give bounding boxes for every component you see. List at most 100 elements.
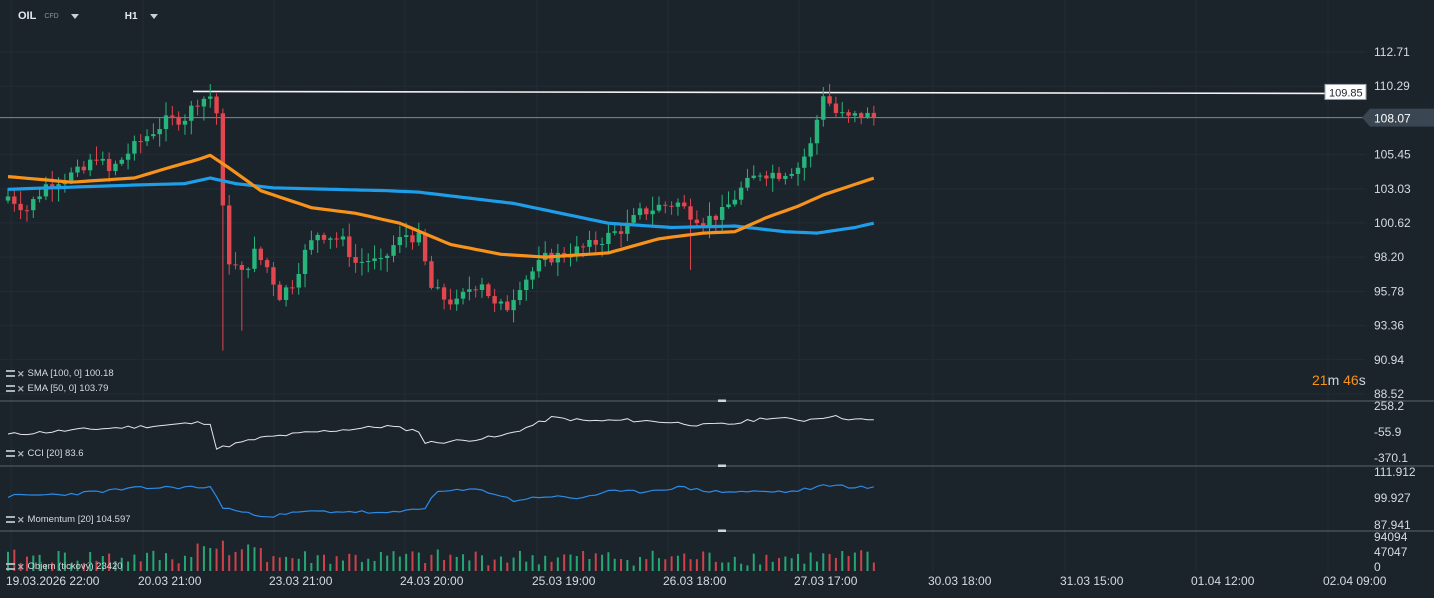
volume-bar xyxy=(209,547,212,571)
volume-bar xyxy=(114,561,117,571)
volume-bar xyxy=(714,561,717,571)
sma-line xyxy=(7,176,875,235)
legend-cci[interactable]: ✕ CCI [20] 83.6 xyxy=(6,448,84,459)
candlestick-series xyxy=(5,83,877,351)
candle-body xyxy=(422,232,428,262)
chart-toolbar: OIL CFD H1 xyxy=(18,10,158,22)
candle-body xyxy=(580,246,586,248)
volume-bar xyxy=(620,558,623,571)
volume-bar xyxy=(815,561,818,571)
list-icon[interactable] xyxy=(6,563,15,570)
candle-body xyxy=(587,239,592,247)
legend-sma[interactable]: ✕ SMA [100, 0] 100.18 xyxy=(6,368,114,379)
time-axis-label: 25.03 19:00 xyxy=(532,574,596,588)
candle-body xyxy=(119,159,124,164)
axis-labels: 19.03.2026 22:00 20.03 21:00 23.03 21:00 24… xyxy=(6,45,1416,588)
candle-body xyxy=(745,177,750,188)
candle-body xyxy=(726,204,731,208)
candle-body xyxy=(435,287,440,289)
volume-bar xyxy=(645,559,648,571)
timeframe-selector[interactable]: H1 xyxy=(124,10,138,22)
chevron-down-icon[interactable] xyxy=(70,13,79,19)
candle-body xyxy=(764,175,769,179)
volume-bar xyxy=(348,553,351,571)
cci-axis-label: -370.1 xyxy=(1374,451,1408,465)
candle-body xyxy=(410,235,415,243)
candle-body xyxy=(5,196,11,201)
close-icon[interactable]: ✕ xyxy=(17,383,25,394)
candle-body xyxy=(738,187,744,200)
volume-bar xyxy=(752,553,755,571)
volume-bar xyxy=(860,550,863,571)
candle-body xyxy=(233,264,238,266)
momentum-axis-label: 87.941 xyxy=(1374,518,1411,532)
legend-volume[interactable]: ✕ Objem (tickový) 23420 xyxy=(6,561,123,572)
volume-bar xyxy=(266,561,269,571)
volume-bar xyxy=(639,556,641,571)
volume-bar xyxy=(133,554,136,571)
candle-body xyxy=(245,268,251,270)
candle-body xyxy=(656,204,662,211)
legend-ema[interactable]: ✕ EMA [50, 0] 103.79 xyxy=(6,383,108,394)
volume-bar xyxy=(316,555,319,571)
volume-bar xyxy=(405,553,408,571)
volume-bar xyxy=(721,562,724,571)
candle-body xyxy=(492,296,497,304)
volume-bar xyxy=(228,555,231,571)
volume-bar xyxy=(411,551,414,571)
volume-bar xyxy=(392,551,395,571)
ema-label: EMA [50, 0] 103.79 xyxy=(27,383,109,394)
volume-bar xyxy=(63,552,66,571)
momentum-line xyxy=(7,484,874,518)
list-icon[interactable] xyxy=(6,450,15,457)
volume-bar xyxy=(632,565,635,571)
candle-body xyxy=(524,279,529,290)
symbol-selector[interactable]: OIL xyxy=(18,10,37,22)
list-icon[interactable] xyxy=(6,516,15,523)
volume-bar xyxy=(70,563,73,571)
candle-body xyxy=(441,287,447,300)
time-axis-label: 01.04 12:00 xyxy=(1191,574,1255,588)
volume-bar xyxy=(733,556,736,571)
volume-bar xyxy=(253,547,256,571)
volume-bar xyxy=(702,551,705,571)
close-icon[interactable]: ✕ xyxy=(17,514,25,525)
volume-bar xyxy=(544,555,547,571)
candle-body xyxy=(170,115,175,117)
candle-body xyxy=(264,260,270,268)
volume-bar xyxy=(537,564,540,571)
candle-body xyxy=(18,203,23,211)
close-icon[interactable]: ✕ xyxy=(17,448,25,459)
volume-bar xyxy=(499,556,502,571)
volume-bar xyxy=(7,551,9,571)
pane-resize-handle xyxy=(718,529,726,532)
volume-bar xyxy=(518,550,521,571)
close-icon[interactable]: ✕ xyxy=(17,561,25,572)
volume-bar xyxy=(765,554,768,571)
candle-body xyxy=(239,265,245,270)
momentum-pane xyxy=(7,484,874,518)
volume-bar xyxy=(872,562,875,571)
volume-bar xyxy=(569,554,572,571)
volume-bar xyxy=(354,554,357,571)
candle-body xyxy=(157,129,162,135)
chevron-down-icon[interactable] xyxy=(149,13,158,19)
close-icon[interactable]: ✕ xyxy=(17,368,25,379)
volume-bar xyxy=(240,549,243,571)
list-icon[interactable] xyxy=(6,370,15,377)
candle-body xyxy=(296,274,301,288)
volume-bar xyxy=(474,551,477,571)
candle-body xyxy=(454,298,459,305)
volume-bar xyxy=(146,552,149,571)
volume-bar xyxy=(398,556,401,571)
candle-body xyxy=(663,204,668,206)
candle-body xyxy=(290,287,295,289)
price-axis-label: 90.94 xyxy=(1374,353,1404,367)
time-axis-label: 31.03 15:00 xyxy=(1060,574,1124,588)
legend-momentum[interactable]: ✕ Momentum [20] 104.597 xyxy=(6,514,131,525)
volume-bar xyxy=(215,548,218,571)
list-icon[interactable] xyxy=(6,385,15,392)
volume-axis-label: 47047 xyxy=(1374,545,1408,559)
candle-body xyxy=(701,223,706,226)
